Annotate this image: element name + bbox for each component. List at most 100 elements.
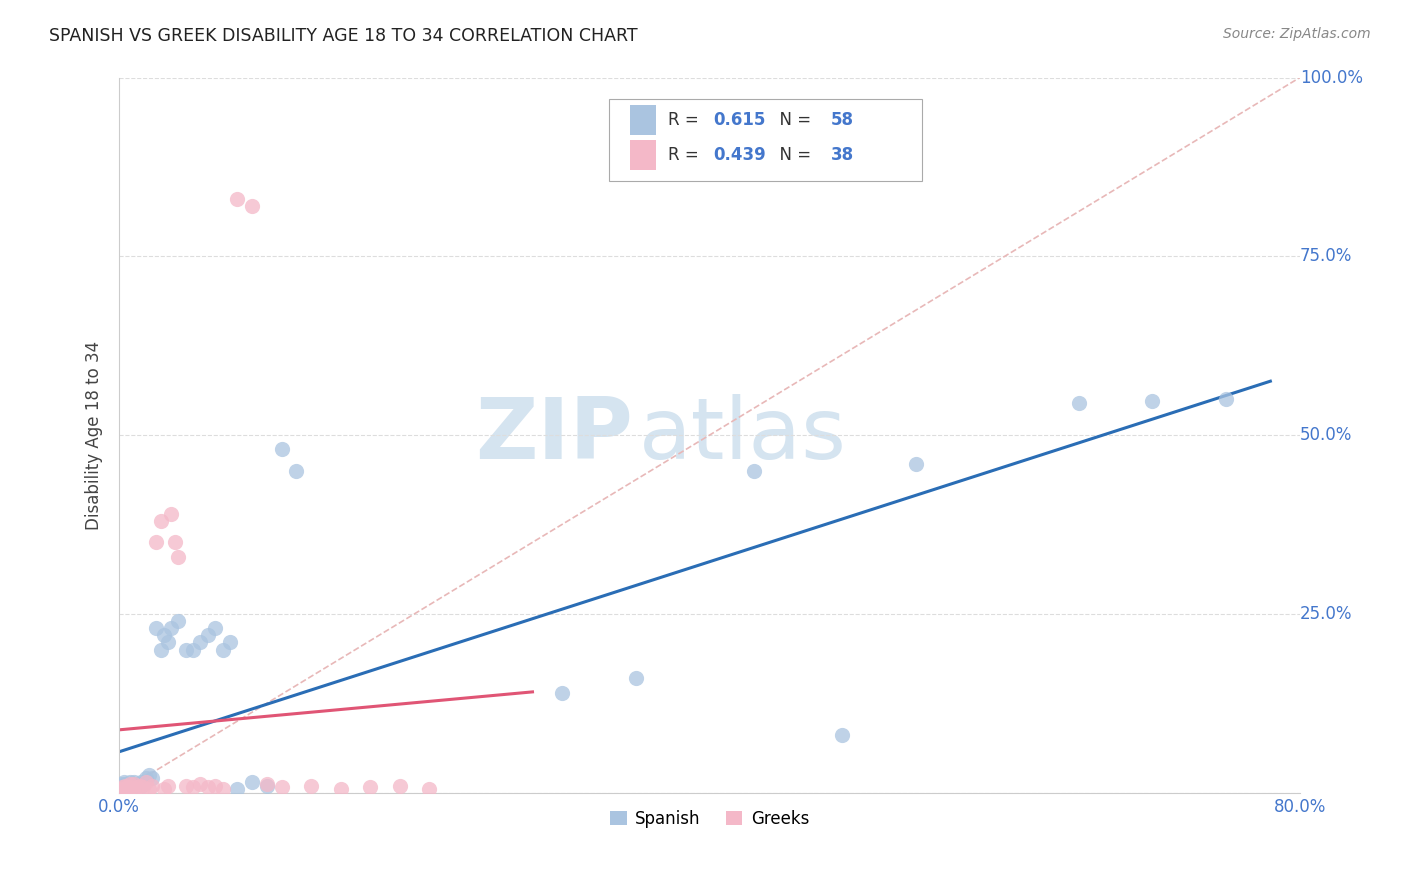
Point xyxy=(831,728,853,742)
Text: 58: 58 xyxy=(831,111,855,128)
Text: R =: R = xyxy=(668,146,704,164)
Point xyxy=(174,642,197,657)
Text: 25.0%: 25.0% xyxy=(1301,605,1353,623)
Point xyxy=(110,779,132,793)
Text: 0.615: 0.615 xyxy=(713,111,765,128)
Text: R =: R = xyxy=(668,111,704,128)
Point xyxy=(181,642,204,657)
FancyBboxPatch shape xyxy=(609,99,922,181)
Point xyxy=(118,782,141,797)
Text: 100.0%: 100.0% xyxy=(1301,69,1362,87)
FancyBboxPatch shape xyxy=(630,104,657,135)
Point xyxy=(122,782,145,797)
Point xyxy=(127,777,149,791)
Point xyxy=(174,779,197,793)
Legend: Spanish, Greeks: Spanish, Greeks xyxy=(603,803,815,834)
Point xyxy=(145,535,167,549)
Point xyxy=(112,782,135,797)
Point xyxy=(120,780,142,794)
Point xyxy=(129,780,152,794)
FancyBboxPatch shape xyxy=(630,140,657,170)
Point xyxy=(117,779,139,793)
Point xyxy=(270,780,292,794)
Point xyxy=(152,782,174,797)
Point xyxy=(149,642,172,657)
Point xyxy=(211,782,233,797)
Point xyxy=(125,779,148,793)
Point xyxy=(112,779,135,793)
Point xyxy=(114,782,136,797)
Point xyxy=(135,775,157,789)
Point xyxy=(132,777,155,791)
Point xyxy=(120,782,142,797)
Point xyxy=(190,635,212,649)
Y-axis label: Disability Age 18 to 34: Disability Age 18 to 34 xyxy=(86,341,103,530)
Point xyxy=(124,780,146,794)
Point xyxy=(141,772,163,786)
Point xyxy=(624,671,647,685)
Point xyxy=(111,777,134,791)
Point xyxy=(112,775,135,789)
Point xyxy=(219,635,242,649)
Point xyxy=(742,464,765,478)
Point xyxy=(156,779,179,793)
Point xyxy=(167,549,190,564)
Point xyxy=(149,514,172,528)
Point xyxy=(388,779,411,793)
Point xyxy=(1215,392,1237,407)
Point xyxy=(135,772,157,786)
Point xyxy=(329,782,352,797)
Point xyxy=(111,780,134,794)
Point xyxy=(138,782,160,797)
Point xyxy=(121,782,143,797)
Text: Source: ZipAtlas.com: Source: ZipAtlas.com xyxy=(1223,27,1371,41)
Text: SPANISH VS GREEK DISABILITY AGE 18 TO 34 CORRELATION CHART: SPANISH VS GREEK DISABILITY AGE 18 TO 34… xyxy=(49,27,638,45)
Point xyxy=(160,621,183,635)
Point xyxy=(110,782,132,797)
Point xyxy=(112,782,135,797)
Text: N =: N = xyxy=(769,111,815,128)
Point xyxy=(121,777,143,791)
Point xyxy=(138,768,160,782)
Point xyxy=(145,621,167,635)
Point xyxy=(118,775,141,789)
Point xyxy=(197,628,219,642)
Point xyxy=(240,775,263,789)
Text: 38: 38 xyxy=(831,146,855,164)
Point xyxy=(118,777,141,791)
Point xyxy=(165,535,187,549)
Point xyxy=(115,780,138,794)
Point xyxy=(240,199,263,213)
Point xyxy=(204,621,226,635)
Point xyxy=(129,779,152,793)
Text: 75.0%: 75.0% xyxy=(1301,247,1353,265)
Point xyxy=(122,777,145,791)
Point xyxy=(132,780,155,794)
Point xyxy=(551,685,574,699)
Point xyxy=(160,507,183,521)
Point xyxy=(117,782,139,797)
Point xyxy=(1067,396,1090,410)
Point xyxy=(181,780,204,794)
Point xyxy=(156,635,179,649)
Point xyxy=(110,782,132,797)
Point xyxy=(110,780,132,794)
Point xyxy=(299,779,322,793)
Point xyxy=(211,642,233,657)
Point xyxy=(285,464,308,478)
Text: ZIP: ZIP xyxy=(475,393,633,476)
Point xyxy=(111,782,134,797)
Point xyxy=(905,457,928,471)
Point xyxy=(152,628,174,642)
Point xyxy=(167,614,190,628)
Point xyxy=(114,779,136,793)
Point xyxy=(115,782,138,797)
Text: 0.439: 0.439 xyxy=(713,146,766,164)
Point xyxy=(256,779,278,793)
Point xyxy=(1142,393,1164,408)
Text: N =: N = xyxy=(769,146,815,164)
Point xyxy=(114,777,136,791)
Point xyxy=(141,779,163,793)
Point xyxy=(117,782,139,797)
Point xyxy=(270,442,292,457)
